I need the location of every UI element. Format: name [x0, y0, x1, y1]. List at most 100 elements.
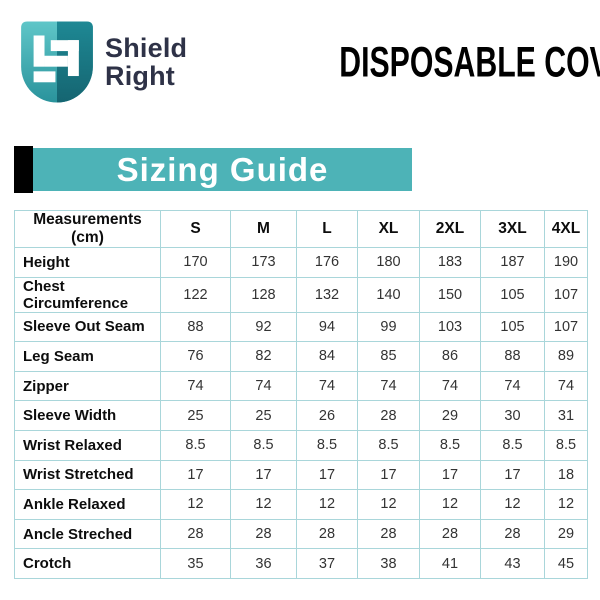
measurement-value: 25: [160, 400, 231, 431]
measurement-value: 187: [480, 247, 545, 278]
measurement-value: 74: [160, 370, 231, 402]
measurement-value: 94: [296, 311, 358, 343]
measurement-value: 92: [230, 311, 297, 343]
measurement-value: 88: [480, 341, 545, 372]
measurement-value: 45: [544, 548, 588, 579]
column-header-size-3xl: 3XL: [480, 210, 545, 248]
column-header-size-m: M: [230, 210, 297, 248]
measurement-value: 89: [544, 341, 588, 372]
sizing-table: Measurements (cm) S M L XL 2XL 3XL 4XL Height 17…: [14, 210, 588, 579]
table-row: Wrist Stretched 17 17 17 17 17 17 18: [14, 459, 588, 491]
brand-logo: Shield Right: [18, 18, 187, 106]
measurement-value: 29: [544, 518, 588, 550]
measurement-label: Sleeve Width: [14, 400, 161, 431]
brand-name-line2: Right: [105, 61, 175, 91]
measurement-value: 190: [544, 247, 588, 278]
column-header-size-2xl: 2XL: [419, 210, 481, 248]
measurement-value: 105: [480, 311, 545, 343]
measurement-value: 17: [230, 459, 297, 491]
measurement-value: 74: [480, 370, 545, 402]
column-header-measurements: Measurements (cm): [14, 210, 161, 248]
measurement-label: Ancle Streched: [14, 518, 161, 550]
measurement-value: 28: [160, 518, 231, 550]
table-row: Ancle Streched 28 28 28 28 28 28 29: [14, 518, 588, 550]
measurement-value: 8.5: [357, 429, 420, 461]
measurement-value: 12: [357, 489, 420, 520]
measurement-value: 150: [419, 276, 481, 313]
measurement-value: 8.5: [296, 429, 358, 461]
measurement-label: Wrist Relaxed: [14, 429, 161, 461]
measurement-value: 17: [419, 459, 481, 491]
measurement-value: 122: [160, 276, 231, 313]
measurement-value: 41: [419, 548, 481, 579]
measurement-value: 8.5: [544, 429, 588, 461]
measurement-value: 12: [480, 489, 545, 520]
measurement-value: 31: [544, 400, 588, 431]
measurement-label: Wrist Stretched: [14, 459, 161, 491]
table-header-row: Measurements (cm) S M L XL 2XL 3XL 4XL: [14, 210, 588, 248]
measurement-label: Chest Circumference: [14, 276, 161, 313]
measurement-value: 8.5: [160, 429, 231, 461]
measurement-value: 28: [296, 518, 358, 550]
measurement-value: 183: [419, 247, 481, 278]
column-header-size-l: L: [296, 210, 358, 248]
measurement-value: 84: [296, 341, 358, 372]
measurement-value: 12: [419, 489, 481, 520]
measurement-value: 74: [544, 370, 588, 402]
banner-bar: Sizing Guide: [33, 148, 412, 191]
measurement-value: 12: [296, 489, 358, 520]
measurement-value: 99: [357, 311, 420, 343]
measurement-value: 105: [480, 276, 545, 313]
measurement-value: 35: [160, 548, 231, 579]
measurement-value: 107: [544, 276, 588, 313]
measurement-value: 29: [419, 400, 481, 431]
measurement-value: 180: [357, 247, 420, 278]
measurement-value: 43: [480, 548, 545, 579]
banner-accent-block: [14, 146, 33, 193]
measurement-value: 85: [357, 341, 420, 372]
measurement-value: 132: [296, 276, 358, 313]
sizing-table-header: Measurements (cm) S M L XL 2XL 3XL 4XL: [14, 210, 588, 248]
measurement-value: 28: [357, 518, 420, 550]
column-header-size-xl: XL: [357, 210, 420, 248]
table-row: Sleeve Width 25 25 26 28 29 30 31: [14, 400, 588, 431]
measurement-value: 103: [419, 311, 481, 343]
measurement-value: 170: [160, 247, 231, 278]
measurement-value: 17: [480, 459, 545, 491]
measurement-value: 8.5: [480, 429, 545, 461]
brand-name: Shield Right: [105, 34, 187, 90]
measurement-value: 28: [419, 518, 481, 550]
measurement-value: 76: [160, 341, 231, 372]
table-row: Ankle Relaxed 12 12 12 12 12 12 12: [14, 489, 588, 520]
measurement-value: 12: [230, 489, 297, 520]
brand-name-line1: Shield: [105, 32, 188, 63]
measurement-label: Crotch: [14, 548, 161, 579]
measurement-value: 173: [230, 247, 297, 278]
measurement-value: 107: [544, 311, 588, 343]
measurement-value: 12: [160, 489, 231, 520]
page-title: DISPOSABLE COVERALLS: [187, 38, 600, 86]
measurement-value: 17: [357, 459, 420, 491]
measurement-value: 74: [419, 370, 481, 402]
measurement-value: 28: [230, 518, 297, 550]
table-row: Chest Circumference 122 128 132 140 150 105 107: [14, 276, 588, 313]
measurement-value: 88: [160, 311, 231, 343]
measurement-label: Sleeve Out Seam: [14, 311, 161, 343]
measurement-label: Zipper: [14, 370, 161, 402]
measurement-value: 28: [357, 400, 420, 431]
measurement-value: 176: [296, 247, 358, 278]
measurement-value: 25: [230, 400, 297, 431]
sizing-table-body: Height 170 173 176 180 183 187 190 Chest Circumf…: [14, 247, 588, 579]
measurement-value: 74: [296, 370, 358, 402]
measurement-label: Ankle Relaxed: [14, 489, 161, 520]
measurement-value: 82: [230, 341, 297, 372]
shield-logo-icon: [21, 21, 93, 103]
measurement-value: 37: [296, 548, 358, 579]
measurement-value: 26: [296, 400, 358, 431]
header: Shield Right DISPOSABLE COVERALLS: [18, 14, 600, 110]
table-row: Crotch 35 36 37 38 41 43 45: [14, 548, 588, 579]
measurement-value: 86: [419, 341, 481, 372]
banner-label: Sizing Guide: [116, 150, 329, 188]
measurement-value: 12: [544, 489, 588, 520]
table-row: Wrist Relaxed 8.5 8.5 8.5 8.5 8.5 8.5 8.5: [14, 429, 588, 461]
